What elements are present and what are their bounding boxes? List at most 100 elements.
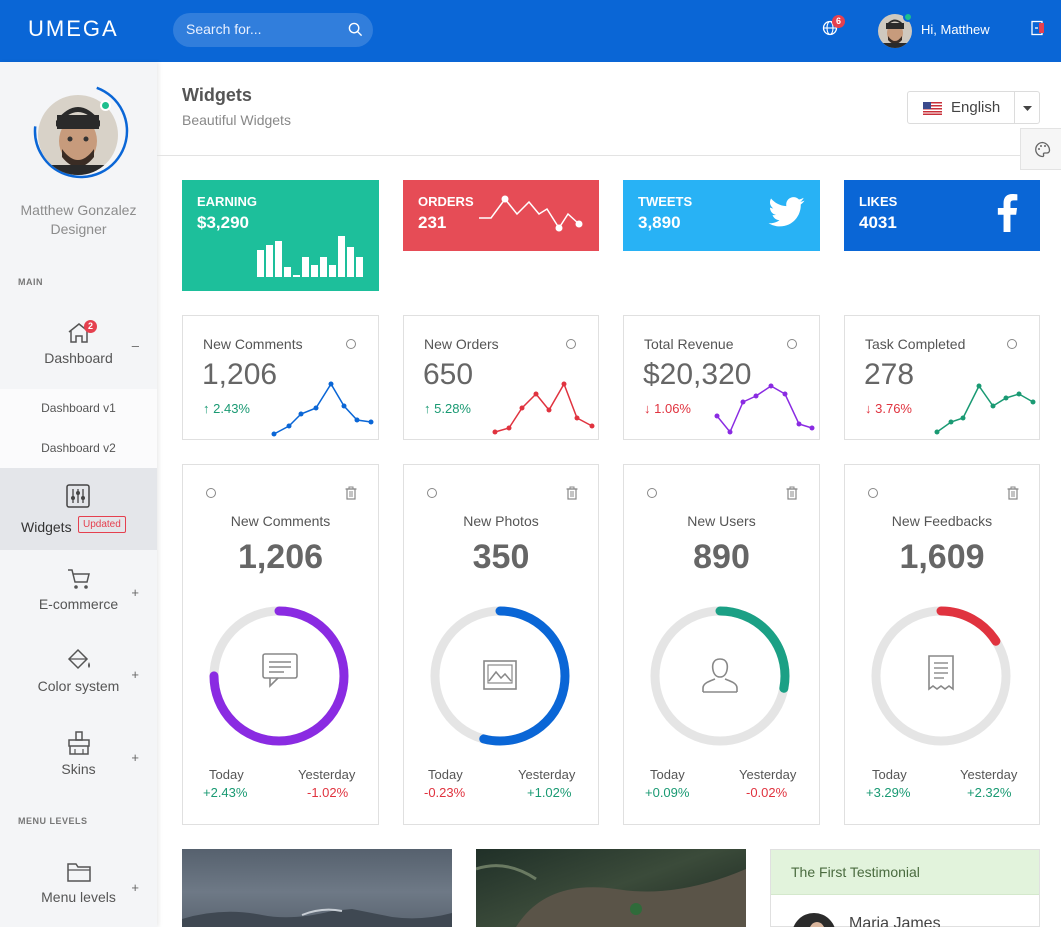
stat-title: New Comments [203,336,303,352]
refresh-icon[interactable] [868,488,878,498]
yesterday-value: -1.02% [307,785,349,800]
bar-sparkline [257,236,363,277]
sidebar-item-dashboard[interactable]: Dashboard – [0,317,157,389]
user-icon [702,658,738,693]
paint-bucket-icon [67,648,90,670]
receipt-icon [928,655,954,691]
earning-widget: EARNING $3,290 [182,180,379,291]
collapse-toggle[interactable]: – [131,338,139,353]
stat-card-comments: New Comments 1,206 ↑ 2.43% [182,315,379,440]
trash-icon[interactable] [1007,486,1019,500]
avatar-ring [33,83,129,179]
nature-image [475,864,746,927]
language-dropdown-toggle[interactable] [1014,91,1040,124]
refresh-icon[interactable] [647,488,657,498]
widget-value: 231 [418,213,447,232]
refresh-icon[interactable] [1007,339,1017,349]
yesterday-value: +1.02% [527,785,572,800]
folder-icon [66,863,91,882]
big-card-users: New Users 890 Today Yesterday +0.09% -0.… [623,464,820,825]
image-icon [483,660,517,690]
caret-down-icon [1023,106,1032,111]
stat-value: 278 [864,358,915,391]
widget-title: LIKES [859,194,898,209]
sidebar-item-ecommerce[interactable]: E-commerce + [0,567,157,627]
comment-icon [262,653,298,688]
sidebar-subitem-dashboard-v1[interactable]: Dashboard v1 [41,401,116,415]
line-sparkline [492,381,595,435]
testimonial-header: The First Testimonial [771,850,1039,895]
testimonial-title: The First Testimonial [791,864,920,880]
stat-title: Task Completed [865,336,966,352]
landscape-image [182,908,452,927]
profile-role: Designer [50,221,107,237]
card-title: New Users [687,513,756,529]
stat-card-orders: New Orders 650 ↑ 5.28% [403,315,599,440]
sidebar-item-color-system[interactable]: Color system + [0,647,157,707]
line-sparkline [479,195,583,232]
refresh-icon[interactable] [427,488,437,498]
stat-card-revenue: Total Revenue $20,320 ↓ 1.06% [623,315,820,440]
sidebar-item-skins[interactable]: Skins + [0,730,157,790]
sidebar-item-menu-levels[interactable]: Menu levels + [0,860,157,920]
profile-name: Matthew Gonzalez [20,202,137,218]
sliders-icon [66,484,90,508]
expand-toggle[interactable]: + [131,750,139,765]
card-title: New Feedbacks [891,513,993,529]
sidebar-subitem-dashboard-v2[interactable]: Dashboard v2 [41,441,116,455]
expand-toggle[interactable]: + [131,880,139,895]
card-title: New Comments [230,513,331,529]
trash-icon[interactable] [345,486,357,500]
user-greeting[interactable]: Hi, Matthew [921,22,990,37]
language-label: English [951,99,1001,116]
sidebar-item-label: Menu levels [41,889,116,905]
stat-value: $20,320 [643,358,752,391]
twitter-icon [768,197,805,227]
theme-settings-button[interactable] [1020,128,1061,170]
refresh-icon[interactable] [566,339,576,349]
search-box[interactable] [173,13,373,47]
expand-toggle[interactable]: + [131,585,139,600]
search-icon[interactable] [348,22,363,37]
search-input[interactable] [186,21,336,37]
big-card-feedbacks: New Feedbacks 1,609 Today Yesterday +3.2… [844,464,1040,825]
online-indicator [100,100,111,111]
widget-value: 4031 [859,213,897,232]
profile-avatar[interactable] [38,95,118,175]
line-sparkline [271,381,374,437]
today-value: +0.09% [645,785,690,800]
refresh-icon[interactable] [206,488,216,498]
widget-value: $3,290 [197,213,249,232]
logo[interactable]: UMEGA [28,16,119,41]
updated-badge: Updated [78,516,126,533]
facebook-icon [997,194,1018,232]
testimonial-avatar [793,913,835,927]
cart-icon [67,569,90,589]
card-value: 890 [693,538,750,576]
expand-toggle[interactable]: + [131,667,139,682]
widget-title: ORDERS [418,194,474,209]
card-value: 1,206 [237,538,324,576]
stat-change: ↓ 3.76% [865,401,912,416]
trash-icon[interactable] [566,486,578,500]
yesterday-label: Yesterday [298,767,356,782]
brush-icon [67,731,90,755]
today-value: -0.23% [424,785,466,800]
refresh-icon[interactable] [346,339,356,349]
testimonial-name: Maria James [849,915,941,927]
yesterday-label: Yesterday [739,767,797,782]
sidebar-item-label: E-commerce [38,596,119,612]
trash-icon[interactable] [786,486,798,500]
sidebar-item-widgets[interactable]: Widgets [0,468,157,550]
logout-icon[interactable] [1030,20,1046,36]
globe-icon[interactable] [822,20,838,36]
stat-value: 1,206 [202,358,278,391]
language-select[interactable]: English [907,91,1015,124]
palette-icon [1035,141,1051,158]
stat-value: 650 [423,358,474,391]
likes-widget: LIKES 4031 [844,180,1040,251]
stat-title: New Orders [424,336,499,352]
sidebar-item-label: Dashboard [44,350,113,366]
refresh-icon[interactable] [787,339,797,349]
line-sparkline [714,383,815,435]
